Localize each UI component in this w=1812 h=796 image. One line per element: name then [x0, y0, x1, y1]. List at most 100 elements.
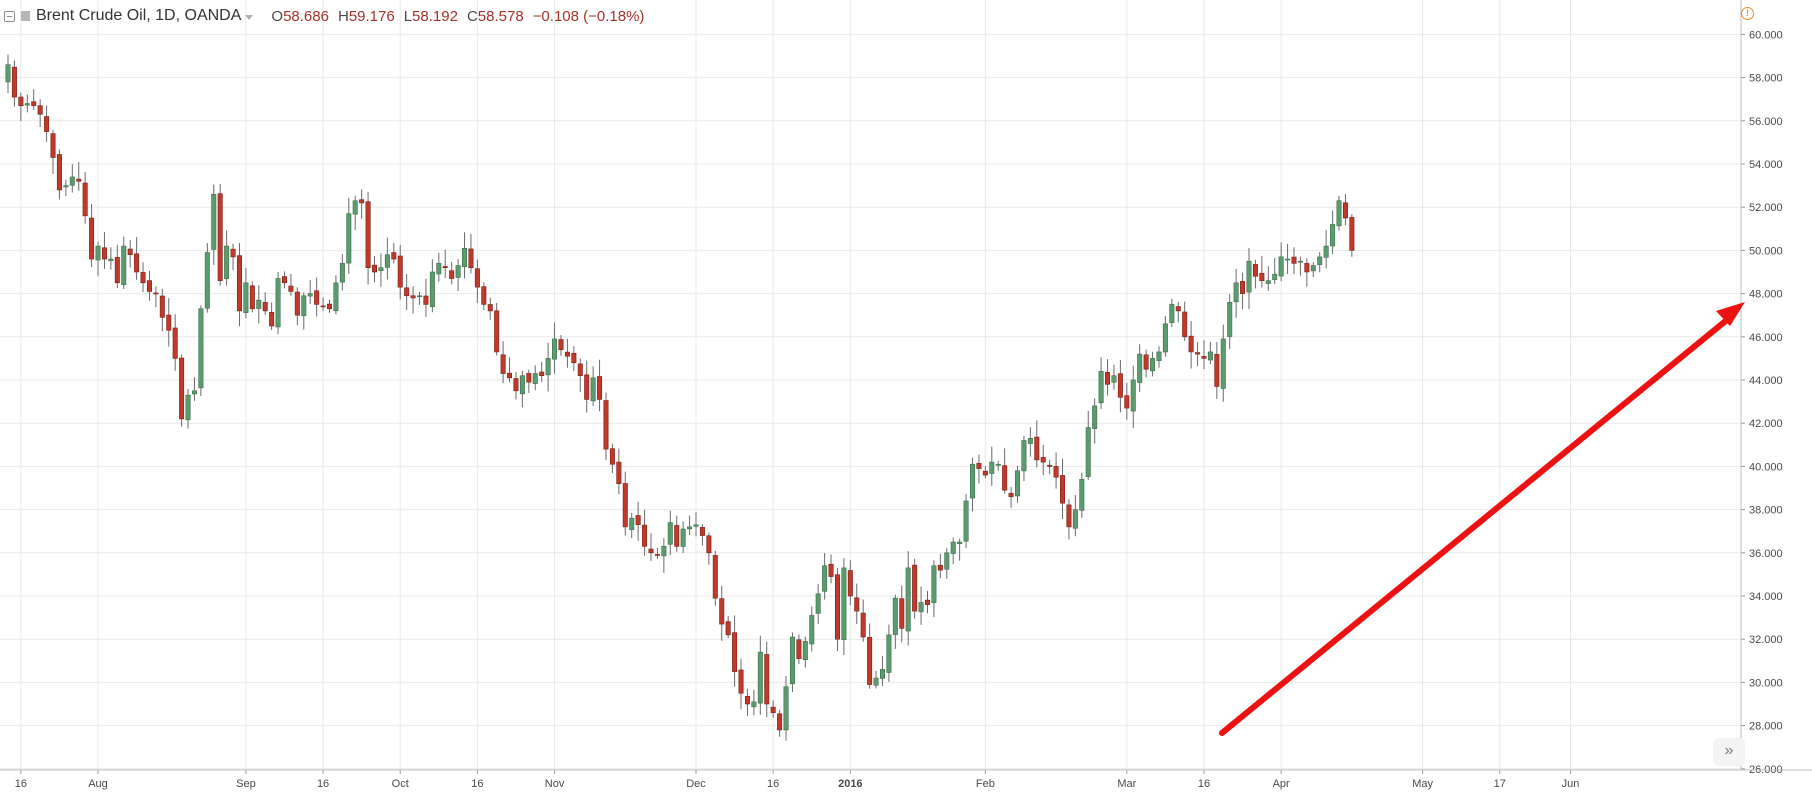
date-tick-label: 16	[767, 778, 779, 790]
scroll-to-realtime-button[interactable]: »	[1713, 738, 1745, 766]
candle-down	[468, 248, 474, 268]
candle-up	[378, 267, 384, 271]
candle-up	[1317, 256, 1323, 266]
candle-up	[552, 338, 558, 360]
candle-up	[333, 282, 339, 312]
candle-up	[429, 271, 435, 307]
price-tick-label: 56.000	[1749, 116, 1783, 128]
candle-up	[1330, 224, 1336, 247]
candle-down	[127, 248, 133, 256]
close-label: C	[466, 7, 478, 25]
alert-icon[interactable]: !	[1741, 7, 1754, 20]
candle-down	[976, 463, 982, 469]
candle-up	[436, 263, 442, 275]
candle-up	[1072, 509, 1078, 529]
candle-up	[950, 541, 956, 554]
candle-up	[1207, 351, 1213, 361]
candle-down	[982, 470, 988, 476]
candle-down	[1259, 272, 1265, 281]
candle-down	[76, 178, 82, 182]
candle-down	[1105, 372, 1111, 385]
price-tick-label: 50.000	[1749, 245, 1783, 257]
candle-down	[796, 639, 802, 659]
candle-up	[352, 200, 358, 215]
candle-up	[455, 265, 461, 278]
symbol-title[interactable]: Brent Crude Oil, 1D, OANDA	[36, 7, 242, 24]
candle-down	[31, 101, 37, 106]
open-label: O	[271, 7, 284, 25]
candle-up	[680, 528, 686, 547]
price-tick-label: 54.000	[1749, 159, 1783, 171]
candle-down	[89, 217, 95, 260]
candle-down	[474, 268, 480, 288]
candle-up	[519, 375, 525, 395]
candle-up	[751, 701, 757, 708]
high-value: 59.176	[348, 7, 395, 25]
candle-up	[687, 526, 693, 530]
candle-up	[417, 295, 423, 298]
candle-down	[487, 304, 493, 312]
candle-down	[712, 555, 718, 599]
candle-up	[1021, 440, 1027, 472]
candle-down	[320, 305, 326, 308]
candle-down	[1214, 354, 1220, 387]
candle-up	[95, 245, 101, 261]
candle-down	[828, 563, 834, 577]
candle-up	[1227, 301, 1233, 337]
trend-arrow	[1219, 302, 1745, 736]
candle-up	[1156, 351, 1162, 361]
candle-up	[339, 263, 345, 283]
chevron-down-icon[interactable]	[245, 14, 254, 20]
price-tick-label: 36.000	[1749, 548, 1783, 560]
candle-up	[661, 546, 667, 557]
candle-down	[854, 597, 860, 612]
candle-up	[191, 390, 197, 395]
candle-down	[699, 527, 705, 536]
date-tick-label: 16	[1198, 778, 1210, 790]
candle-up	[1220, 338, 1226, 389]
candle-down	[860, 612, 866, 638]
symbol-color-swatch	[21, 11, 30, 21]
candle-down	[140, 272, 146, 284]
candle-up	[224, 245, 230, 280]
candle-down	[1175, 306, 1181, 312]
candle-up	[963, 500, 969, 542]
candle-up	[1285, 258, 1291, 261]
price-tick-label: 58.000	[1749, 73, 1783, 85]
candle-down	[410, 295, 416, 299]
candle-down	[153, 292, 159, 295]
candle-down	[899, 598, 905, 629]
candlestick-series	[5, 54, 1355, 741]
candle-down	[1349, 217, 1355, 251]
candle-down	[423, 295, 429, 305]
candle-down	[262, 302, 268, 312]
candle-down	[449, 270, 455, 279]
candle-up	[63, 185, 69, 188]
candle-up	[1310, 265, 1316, 272]
candle-up	[462, 247, 468, 268]
candle-up	[69, 176, 75, 186]
candle-down	[172, 327, 178, 359]
date-tick-label: May	[1412, 778, 1433, 790]
candle-down	[44, 116, 50, 132]
candle-up	[667, 522, 673, 545]
candle-down	[359, 199, 365, 204]
candle-up	[1027, 438, 1033, 444]
candle-down	[236, 255, 242, 312]
candle-down	[834, 574, 840, 640]
candle-down	[847, 570, 853, 597]
candle-down	[719, 598, 725, 625]
candle-down	[288, 285, 294, 292]
price-tick-label: 44.000	[1749, 375, 1783, 387]
candle-up	[822, 565, 828, 592]
collapse-icon[interactable]	[4, 10, 15, 22]
candle-up	[989, 461, 995, 474]
candle-down	[134, 253, 140, 273]
candle-down	[1143, 354, 1149, 370]
candle-down	[564, 351, 570, 357]
candle-up	[24, 103, 30, 106]
candle-down	[1124, 395, 1130, 409]
date-tick-label: Mar	[1117, 778, 1136, 790]
date-tick-label: Aug	[88, 778, 108, 790]
